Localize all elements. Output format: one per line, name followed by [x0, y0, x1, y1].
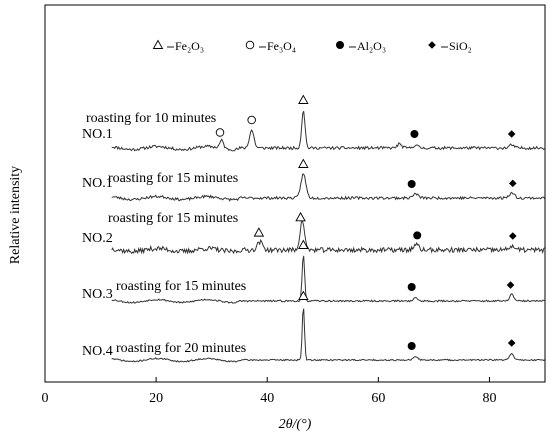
legend-marker-diamond — [428, 41, 436, 49]
x-tick-label: 60 — [371, 391, 385, 406]
series-name-label: NO.2 — [82, 231, 113, 246]
legend-marker-triangle — [152, 39, 164, 49]
x-tick-label: 40 — [260, 391, 274, 406]
series-line — [111, 218, 546, 255]
legend-label: Al₂O₃ — [357, 39, 386, 53]
series-name-label: NO.3 — [82, 287, 113, 302]
series-name-label: NO.4 — [82, 344, 113, 359]
series-annotation: roasting for 20 minutes — [116, 341, 246, 356]
peak-marker-circle-open — [215, 128, 225, 137]
peak-marker-triangle — [298, 239, 309, 249]
x-tick-label: 80 — [482, 391, 496, 406]
peak-marker-triangle — [295, 211, 306, 222]
legend: Fe₂O₃ Fe₃O₄ Al₂O₃ SiO₂ — [152, 39, 472, 53]
legend-label: Fe₃O₄ — [267, 39, 296, 53]
peak-marker-diamond — [506, 281, 515, 289]
peak-marker-circle-filled — [407, 283, 416, 291]
legend-marker-circle-open — [245, 40, 255, 50]
legend-label: Fe₂O₃ — [175, 39, 204, 53]
y-axis-label: Relative intensity — [8, 166, 23, 264]
peak-marker-diamond — [508, 232, 517, 240]
peak-marker-diamond — [507, 339, 516, 347]
series-name-label: NO.1 — [82, 127, 113, 142]
x-tick-label: 20 — [149, 391, 163, 406]
peak-marker-triangle — [253, 227, 265, 237]
legend-label: SiO₂ — [449, 39, 472, 53]
series-line — [111, 255, 545, 304]
series-5: NO.4 roasting for 20 minutes — [82, 290, 545, 363]
series-line — [111, 173, 546, 202]
plot-frame — [44, 4, 546, 383]
series-line — [111, 111, 545, 152]
legend-marker-circle-filled — [336, 41, 344, 49]
series-annotation: roasting for 15 minutes — [108, 211, 238, 226]
x-tick-label: 0 — [42, 391, 49, 406]
series-name-label: NO.1 — [82, 176, 113, 191]
series-annotation: roasting for 10 minutes — [86, 111, 216, 126]
x-axis-label: 2θ/(°) — [279, 417, 312, 432]
series-line — [111, 308, 545, 363]
peak-marker-circle-filled — [407, 180, 416, 188]
peak-marker-triangle — [298, 158, 309, 168]
series-annotation: roasting for 15 minutes — [108, 171, 238, 186]
peak-marker-circle-filled — [413, 231, 422, 240]
peak-marker-triangle — [298, 94, 309, 104]
peak-marker-circle-filled — [407, 342, 416, 350]
x-axis: 0 20 40 60 80 — [42, 377, 496, 406]
peak-marker-diamond — [508, 179, 517, 188]
peak-marker-circle-filled — [410, 130, 419, 138]
series-annotation: roasting for 15 minutes — [116, 279, 246, 294]
peak-marker-diamond — [507, 130, 516, 138]
series-3: NO.2 roasting for 15 minutes — [82, 211, 546, 255]
peak-marker-circle-open — [247, 115, 256, 125]
peak-marker-triangle — [298, 290, 309, 300]
